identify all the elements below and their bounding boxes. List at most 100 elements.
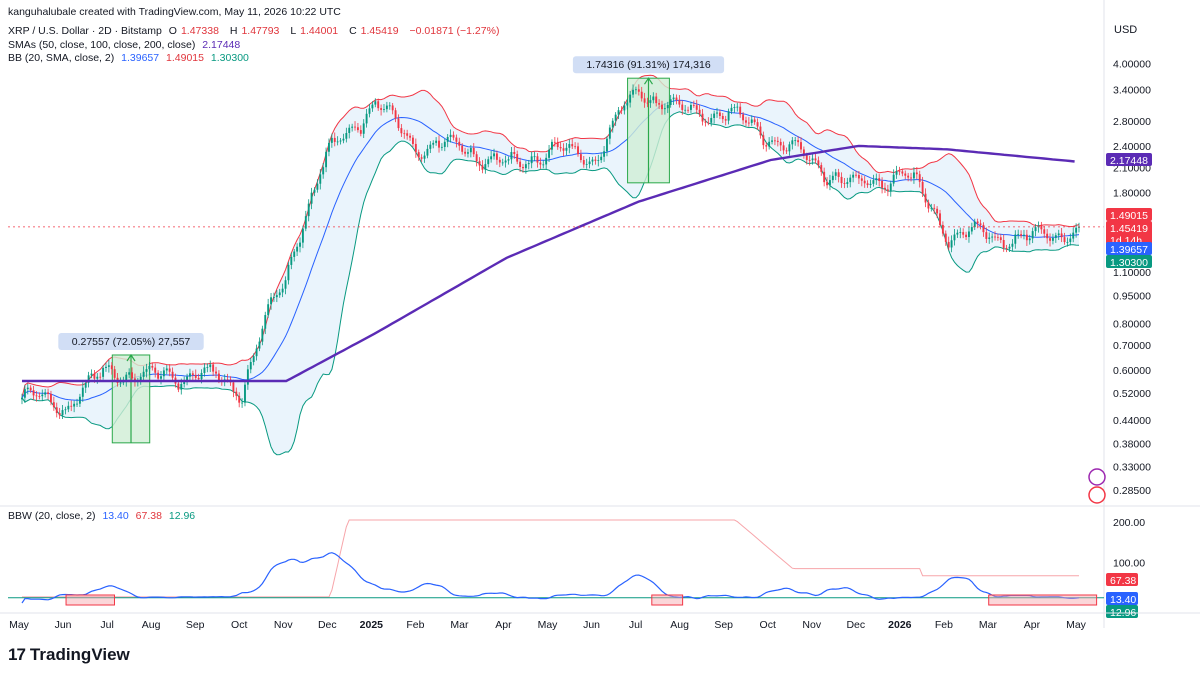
candle[interactable] bbox=[765, 142, 768, 152]
candle[interactable] bbox=[275, 290, 278, 303]
bbw-pane[interactable] bbox=[8, 519, 1104, 606]
candle[interactable] bbox=[924, 188, 927, 208]
candle[interactable] bbox=[1011, 239, 1014, 252]
candle[interactable] bbox=[148, 362, 151, 375]
candle[interactable] bbox=[831, 171, 834, 184]
candle[interactable] bbox=[67, 401, 70, 413]
candle[interactable] bbox=[102, 365, 105, 380]
candle[interactable] bbox=[1020, 230, 1023, 239]
candle[interactable] bbox=[90, 369, 93, 379]
candle[interactable] bbox=[881, 177, 884, 194]
candle[interactable] bbox=[438, 135, 440, 153]
candle[interactable] bbox=[261, 325, 264, 346]
candle[interactable] bbox=[81, 382, 84, 402]
candle[interactable] bbox=[1014, 230, 1017, 249]
candle[interactable] bbox=[359, 125, 362, 137]
candle[interactable] bbox=[504, 155, 507, 168]
candle[interactable] bbox=[773, 137, 776, 146]
candle[interactable] bbox=[406, 129, 409, 140]
candle[interactable] bbox=[721, 112, 724, 124]
candle[interactable] bbox=[973, 218, 976, 231]
candle[interactable] bbox=[742, 112, 745, 125]
candle[interactable] bbox=[600, 152, 603, 163]
candle[interactable] bbox=[548, 144, 551, 162]
candle[interactable] bbox=[168, 364, 171, 377]
candle[interactable] bbox=[936, 206, 939, 218]
candle[interactable] bbox=[41, 389, 44, 402]
candle[interactable] bbox=[718, 109, 721, 120]
candle[interactable] bbox=[910, 172, 912, 182]
candle[interactable] bbox=[345, 127, 348, 143]
candle[interactable] bbox=[571, 139, 574, 150]
candle[interactable] bbox=[105, 362, 107, 372]
candle[interactable] bbox=[745, 116, 747, 127]
candle[interactable] bbox=[145, 363, 148, 378]
candle[interactable] bbox=[829, 174, 831, 191]
candle[interactable] bbox=[585, 158, 588, 169]
candle[interactable] bbox=[994, 231, 996, 241]
candle[interactable] bbox=[449, 129, 452, 143]
candle[interactable] bbox=[811, 154, 814, 165]
candle[interactable] bbox=[498, 156, 501, 168]
candle[interactable] bbox=[727, 108, 730, 125]
candle[interactable] bbox=[866, 180, 869, 188]
candle[interactable] bbox=[733, 104, 736, 113]
squeeze-marker[interactable] bbox=[988, 594, 1098, 606]
candle[interactable] bbox=[1078, 222, 1080, 233]
candle[interactable] bbox=[915, 167, 918, 180]
candle[interactable] bbox=[513, 146, 516, 159]
candle[interactable] bbox=[522, 163, 524, 173]
candle[interactable] bbox=[267, 298, 270, 319]
candle[interactable] bbox=[186, 373, 189, 386]
bbw-legend[interactable]: BBW (20, close, 2) 13.40 67.38 12.96 bbox=[8, 510, 199, 522]
candle[interactable] bbox=[895, 165, 898, 179]
candle[interactable] bbox=[310, 187, 313, 210]
candle[interactable] bbox=[1066, 237, 1069, 247]
candle[interactable] bbox=[411, 134, 414, 147]
candle[interactable] bbox=[264, 311, 267, 335]
candle[interactable] bbox=[927, 199, 930, 213]
candle[interactable] bbox=[626, 98, 629, 110]
candle[interactable] bbox=[1025, 229, 1028, 246]
candle[interactable] bbox=[901, 168, 904, 177]
candle[interactable] bbox=[330, 133, 333, 148]
candle[interactable] bbox=[623, 101, 626, 115]
candle[interactable] bbox=[907, 172, 910, 182]
candle[interactable] bbox=[270, 292, 272, 310]
candle[interactable] bbox=[985, 227, 988, 243]
candle[interactable] bbox=[524, 160, 527, 174]
candle[interactable] bbox=[889, 180, 892, 197]
candle[interactable] bbox=[591, 156, 594, 166]
tradingview-logo[interactable]: 17 TradingView bbox=[8, 645, 130, 665]
candle[interactable] bbox=[791, 137, 794, 150]
candle[interactable] bbox=[44, 388, 47, 398]
candle[interactable] bbox=[380, 104, 383, 116]
candle[interactable] bbox=[293, 248, 296, 262]
candle[interactable] bbox=[556, 137, 559, 150]
candle[interactable] bbox=[299, 237, 301, 253]
candle[interactable] bbox=[26, 383, 29, 395]
candle[interactable] bbox=[342, 133, 345, 144]
candle[interactable] bbox=[365, 108, 368, 128]
candle[interactable] bbox=[559, 141, 562, 152]
candle[interactable] bbox=[1075, 223, 1078, 238]
candle[interactable] bbox=[687, 106, 690, 113]
candle[interactable] bbox=[982, 222, 985, 237]
candle[interactable] bbox=[58, 407, 61, 419]
candle[interactable] bbox=[797, 136, 800, 147]
candle[interactable] bbox=[1054, 232, 1057, 243]
candle[interactable] bbox=[846, 177, 849, 188]
candle[interactable] bbox=[246, 364, 249, 390]
candle[interactable] bbox=[634, 86, 637, 95]
candle[interactable] bbox=[808, 155, 811, 166]
candle[interactable] bbox=[750, 115, 753, 126]
candle[interactable] bbox=[397, 114, 400, 131]
candle[interactable] bbox=[142, 366, 145, 381]
candle[interactable] bbox=[690, 101, 692, 114]
bollinger-lower-line[interactable] bbox=[21, 111, 1080, 456]
candle[interactable] bbox=[1043, 226, 1046, 238]
candle[interactable] bbox=[333, 132, 336, 147]
candle[interactable] bbox=[241, 398, 244, 408]
candle[interactable] bbox=[171, 367, 174, 382]
candle[interactable] bbox=[232, 379, 235, 398]
